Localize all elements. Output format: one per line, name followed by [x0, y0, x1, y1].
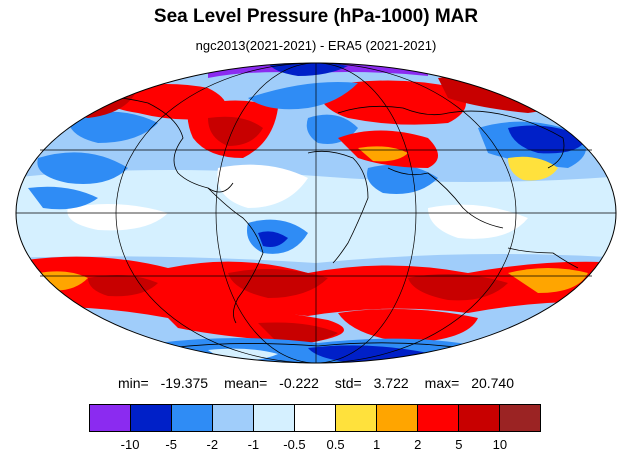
globe-outline — [15, 62, 617, 364]
colorbar-segment — [500, 405, 540, 431]
colorbar-segment — [131, 405, 172, 431]
chart-title: Sea Level Pressure (hPa-1000) MAR — [153, 6, 479, 27]
colorbar-tick-label: -10 — [120, 437, 140, 452]
colorbar-tick-label: 2 — [414, 437, 422, 452]
colorbar-segment — [90, 405, 131, 431]
colorbar-segment — [459, 405, 500, 431]
colorbar-segment — [295, 405, 336, 431]
colorbar-tick-label: -1 — [247, 437, 260, 452]
colorbar-tick-label: 0.5 — [326, 437, 345, 452]
mollweide-map-svg — [15, 62, 617, 364]
colorbar-segment — [213, 405, 254, 431]
colorbar-tick-label: 1 — [373, 437, 381, 452]
statistics-line: min= -19.375 mean= -0.222 std= 3.722 max= 2… — [0, 375, 632, 391]
colorbar-tick-label: 10 — [492, 437, 508, 452]
coastlines — [67, 95, 579, 351]
colorbar — [89, 404, 541, 432]
colorbar-tick-label: -5 — [165, 437, 177, 452]
colorbar-segment — [172, 405, 213, 431]
colorbar-segment — [336, 405, 377, 431]
colorbar-tick-labels: -10 -5 -2 -1 -0.5 0.5 1 2 5 10 — [89, 437, 541, 455]
colorbar-tick-label: 5 — [455, 437, 463, 452]
world-map — [8, 58, 624, 368]
stat-max: max= 20.740 — [424, 375, 515, 391]
stat-mean: mean= -0.222 — [224, 375, 319, 391]
stat-min: min= -19.375 — [117, 375, 209, 391]
stat-std: std= 3.722 — [334, 375, 409, 391]
colorbar-segment — [254, 405, 295, 431]
colorbar-segment — [418, 405, 459, 431]
chart-subtitle: ngc2013(2021-2021) - ERA5 (2021-2021) — [195, 38, 437, 53]
colorbar-tick-label: -0.5 — [283, 437, 306, 452]
colorbar-segment — [377, 405, 418, 431]
colorbar-tick-label: -2 — [206, 437, 219, 452]
